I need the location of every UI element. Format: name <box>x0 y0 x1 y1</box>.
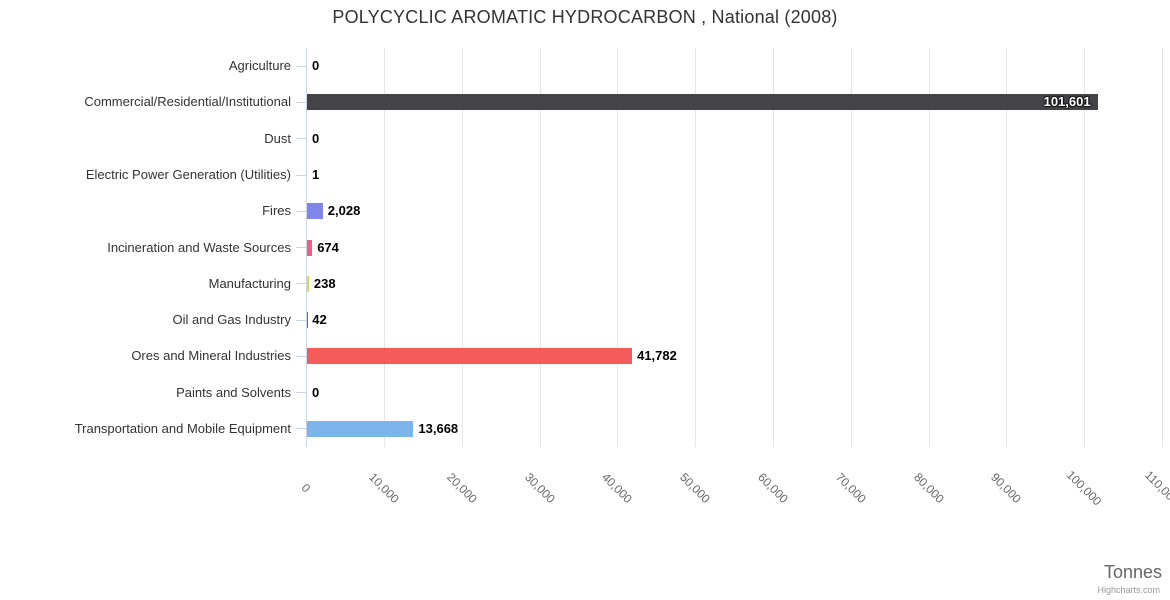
value-label: 41,782 <box>637 348 677 364</box>
x-axis-tick-label: 110,000 <box>1142 468 1170 508</box>
x-axis-tick-label: 90,000 <box>988 470 1025 506</box>
value-label: 0 <box>312 58 320 74</box>
gridline <box>695 48 697 447</box>
bar[interactable] <box>307 94 1098 111</box>
x-axis-tick-label: 0 <box>298 480 314 496</box>
gridline <box>617 48 619 447</box>
category-label: Manufacturing <box>208 275 291 291</box>
category-label: Fires <box>262 203 291 219</box>
x-axis-title: Tonnes <box>1103 562 1162 582</box>
value-label: 0 <box>312 130 320 146</box>
category-label: Electric Power Generation (Utilities) <box>85 167 291 182</box>
value-label: 101,601 <box>1043 94 1091 110</box>
x-axis-tick-label: 10,000 <box>365 470 402 506</box>
category-tick <box>296 174 306 176</box>
category-tick <box>296 210 306 212</box>
category-tick <box>296 428 306 430</box>
gridline <box>1162 48 1163 447</box>
category-tick <box>296 101 306 103</box>
gridline <box>850 48 852 447</box>
x-axis-tick-label: 70,000 <box>832 470 869 506</box>
gridline <box>772 48 774 447</box>
value-label: 238 <box>313 275 336 291</box>
x-axis-tick-label: 40,000 <box>599 470 636 506</box>
category-tick <box>296 247 306 248</box>
gridline <box>1006 48 1008 447</box>
value-label: 0 <box>312 384 320 400</box>
gridline <box>1084 48 1086 447</box>
value-label: 674 <box>317 239 339 255</box>
category-label: Paints and Solvents <box>176 384 291 400</box>
category-tick <box>296 319 306 321</box>
category-label: Ores and Mineral Industries <box>131 348 291 364</box>
bar[interactable] <box>307 312 308 328</box>
value-label: 1 <box>312 167 320 182</box>
x-axis-tick-label: 100,000 <box>1063 467 1105 509</box>
category-tick <box>296 283 306 285</box>
gridline <box>539 48 541 447</box>
value-label: 2,028 <box>327 203 361 219</box>
x-axis-tick-label: 50,000 <box>677 470 714 506</box>
x-axis-tick-label: 80,000 <box>910 470 947 506</box>
category-tick <box>296 138 306 140</box>
bar[interactable] <box>307 203 323 220</box>
gridline <box>383 48 385 447</box>
bar[interactable] <box>307 275 309 292</box>
bar[interactable] <box>307 348 633 365</box>
category-tick <box>296 355 306 357</box>
category-tick <box>296 392 306 394</box>
highcharts-credit-link[interactable]: Highcharts.com <box>1097 585 1160 595</box>
gridline <box>928 48 930 447</box>
gridline <box>461 48 463 447</box>
bar[interactable] <box>307 420 414 437</box>
x-axis-tick-label: 60,000 <box>754 470 791 506</box>
category-label: Commercial/Residential/Institutional <box>84 94 291 110</box>
value-label: 42 <box>312 312 327 327</box>
category-label: Incineration and Waste Sources <box>107 239 291 255</box>
value-label: 13,668 <box>418 420 459 436</box>
x-axis-tick-label: 20,000 <box>443 470 480 506</box>
category-label: Dust <box>264 130 291 146</box>
x-axis-tick-label: 30,000 <box>521 470 558 506</box>
category-label: Transportation and Mobile Equipment <box>74 420 291 436</box>
chart-title: POLYCYCLIC AROMATIC HYDROCARBON , Nation… <box>332 7 838 27</box>
category-label: Oil and Gas Industry <box>172 312 292 327</box>
category-label: Agriculture <box>228 58 291 74</box>
bar[interactable] <box>307 239 313 256</box>
category-tick <box>296 65 306 67</box>
y-axis-line <box>306 48 307 447</box>
